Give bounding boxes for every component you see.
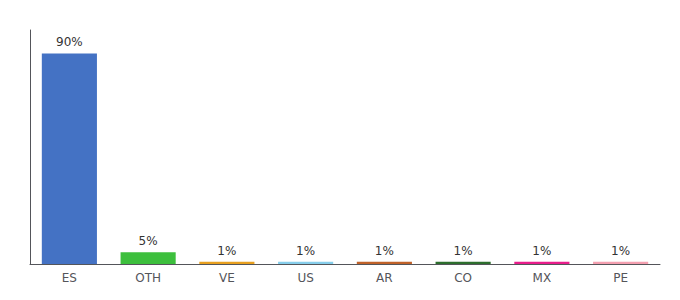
svg-text:PE: PE <box>613 271 628 285</box>
svg-text:ES: ES <box>62 271 77 285</box>
svg-text:5%: 5% <box>139 234 158 248</box>
svg-text:1%: 1% <box>296 244 315 258</box>
svg-text:US: US <box>297 271 313 285</box>
svg-text:1%: 1% <box>611 244 630 258</box>
svg-text:1%: 1% <box>532 244 551 258</box>
svg-text:VE: VE <box>219 271 235 285</box>
svg-text:AR: AR <box>376 271 393 285</box>
svg-text:MX: MX <box>533 271 552 285</box>
svg-text:OTH: OTH <box>135 271 161 285</box>
svg-text:1%: 1% <box>454 244 473 258</box>
svg-text:90%: 90% <box>56 35 83 49</box>
svg-text:1%: 1% <box>375 244 394 258</box>
svg-text:CO: CO <box>454 271 472 285</box>
svg-text:1%: 1% <box>217 244 236 258</box>
